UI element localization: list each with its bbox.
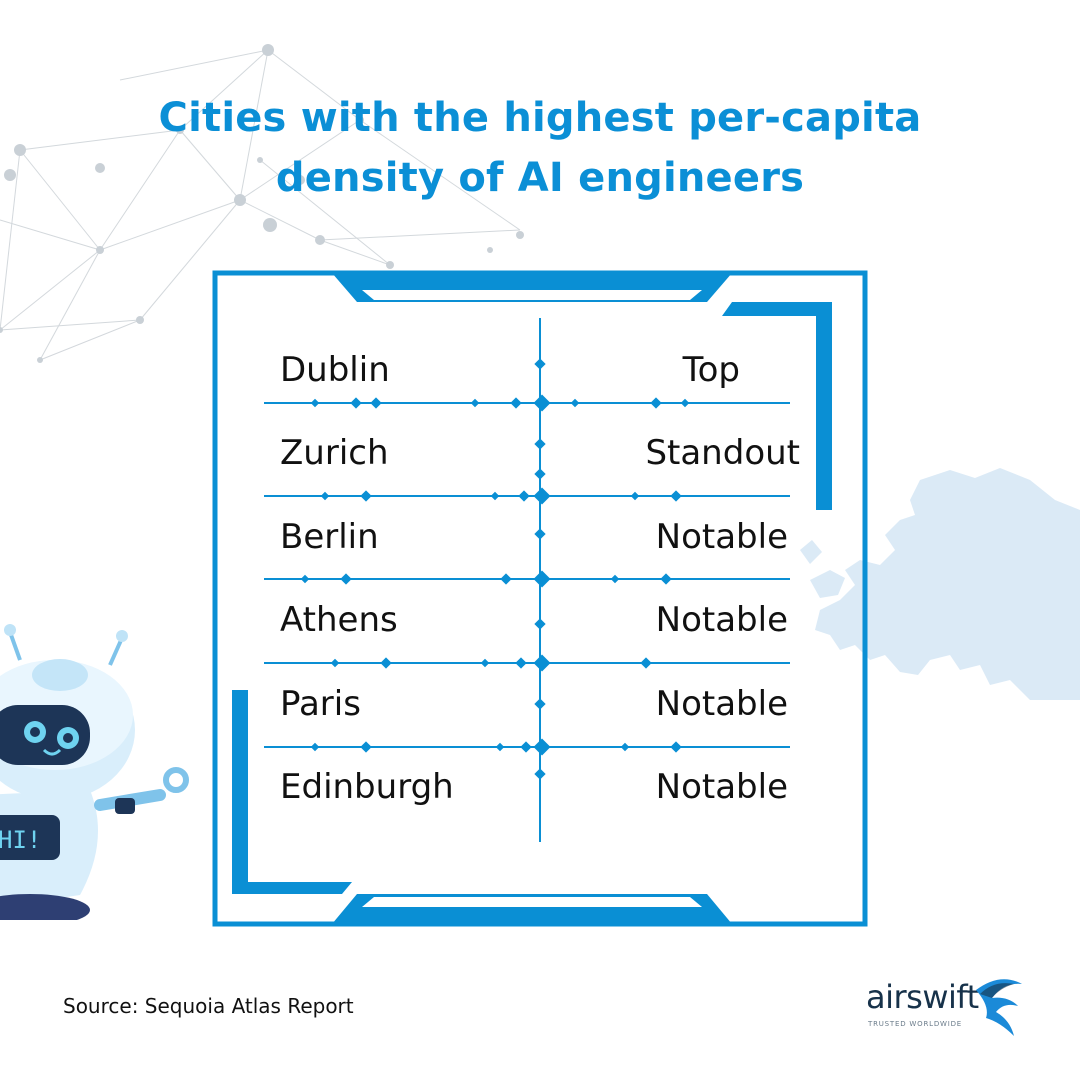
table-row-4-rating: Notable xyxy=(655,600,788,640)
table-row-2-rating: Standout xyxy=(645,433,800,473)
airswift-logo: airswift TRUSTED WORLDWIDE xyxy=(866,972,1026,1042)
table-row-4-city: Athens xyxy=(280,600,398,640)
table-row-5-rating: Notable xyxy=(655,684,788,724)
table-row-6-city: Edinburgh xyxy=(280,767,454,807)
table-row-1-rating: Top xyxy=(682,350,740,390)
title-line-2: density of AI engineers xyxy=(275,155,805,201)
logo-wordmark: airswift xyxy=(866,978,979,1016)
network-background-graphic xyxy=(0,44,524,363)
table-row-3-rating: Notable xyxy=(655,517,788,557)
title-line-1: Cities with the highest per-capita xyxy=(158,95,922,141)
table-row-6-rating: Notable xyxy=(655,767,788,807)
page-title: Cities with the highest per-capita densi… xyxy=(0,88,1080,208)
europe-map-graphic xyxy=(800,468,1080,700)
logo-tagline: TRUSTED WORLDWIDE xyxy=(868,1020,963,1028)
source-caption: Source: Sequoia Atlas Report xyxy=(63,994,354,1018)
table-row-2-city: Zurich xyxy=(280,433,389,473)
table-frame xyxy=(212,270,868,927)
table-row-1-city: Dublin xyxy=(280,350,390,390)
swift-bird-icon xyxy=(976,979,1022,1036)
table-row-3-city: Berlin xyxy=(280,517,379,557)
robot-mascot-graphic: HI! xyxy=(0,624,189,920)
robot-badge-text: HI! xyxy=(0,826,41,854)
table-row-5-city: Paris xyxy=(280,684,361,724)
